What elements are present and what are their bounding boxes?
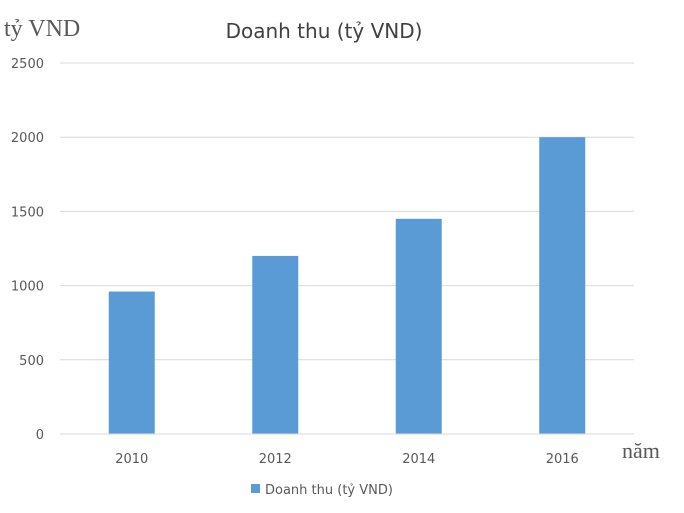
y-tick-label: 1000 bbox=[11, 280, 44, 295]
x-tick-labels: 2010 2012 2014 2016 bbox=[115, 452, 579, 467]
x-tick-label: 2016 bbox=[546, 452, 579, 467]
legend-swatch bbox=[251, 484, 260, 493]
bars bbox=[108, 137, 586, 434]
x-tick-label: 2014 bbox=[402, 452, 435, 467]
y-tick-labels: 0 500 1000 1500 2000 2500 bbox=[11, 57, 44, 443]
bar-2012 bbox=[252, 255, 299, 434]
legend-label: Doanh thu (tỷ VND) bbox=[265, 483, 393, 498]
y-tick-label: 2500 bbox=[11, 57, 44, 72]
gridlines bbox=[60, 62, 634, 361]
y-axis-label: tỷ VND bbox=[4, 16, 80, 42]
y-tick-label: 500 bbox=[19, 354, 44, 369]
bar-2010 bbox=[108, 291, 155, 434]
chart-title: Doanh thu (tỷ VND) bbox=[226, 19, 423, 43]
bar-2014 bbox=[395, 218, 442, 434]
y-tick-label: 2000 bbox=[11, 131, 44, 146]
x-tick-label: 2010 bbox=[115, 452, 148, 467]
x-axis-label: năm bbox=[622, 438, 660, 463]
y-tick-label: 0 bbox=[36, 428, 44, 443]
x-tick-label: 2012 bbox=[259, 452, 292, 467]
legend: Doanh thu (tỷ VND) bbox=[251, 483, 393, 498]
y-tick-label: 1500 bbox=[11, 205, 44, 220]
bar-2016 bbox=[539, 137, 586, 434]
